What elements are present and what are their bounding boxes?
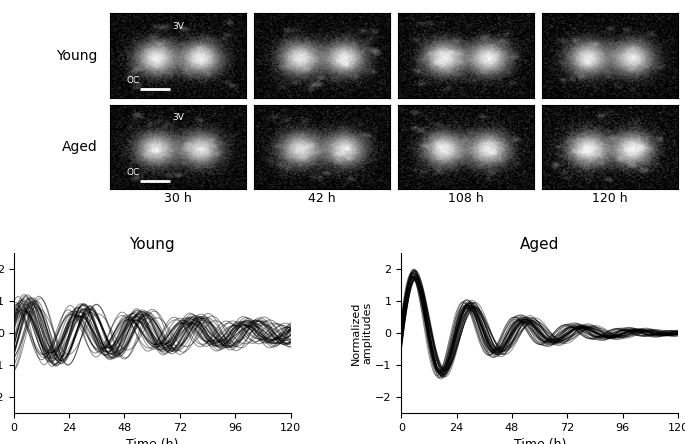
Text: Aged: Aged — [62, 140, 98, 154]
Title: Young: Young — [129, 237, 175, 252]
X-axis label: 42 h: 42 h — [308, 192, 336, 205]
Text: 3V: 3V — [172, 113, 184, 122]
X-axis label: Time (h): Time (h) — [514, 438, 566, 444]
Text: OC: OC — [126, 76, 140, 85]
Text: OC: OC — [126, 167, 140, 177]
Text: Young: Young — [57, 48, 98, 63]
Title: Aged: Aged — [520, 237, 560, 252]
X-axis label: 108 h: 108 h — [448, 192, 484, 205]
Y-axis label: Normalized
amplitudes: Normalized amplitudes — [351, 301, 372, 365]
X-axis label: 120 h: 120 h — [592, 192, 627, 205]
X-axis label: Time (h): Time (h) — [126, 438, 178, 444]
Text: 3V: 3V — [172, 22, 184, 31]
X-axis label: 30 h: 30 h — [164, 192, 192, 205]
